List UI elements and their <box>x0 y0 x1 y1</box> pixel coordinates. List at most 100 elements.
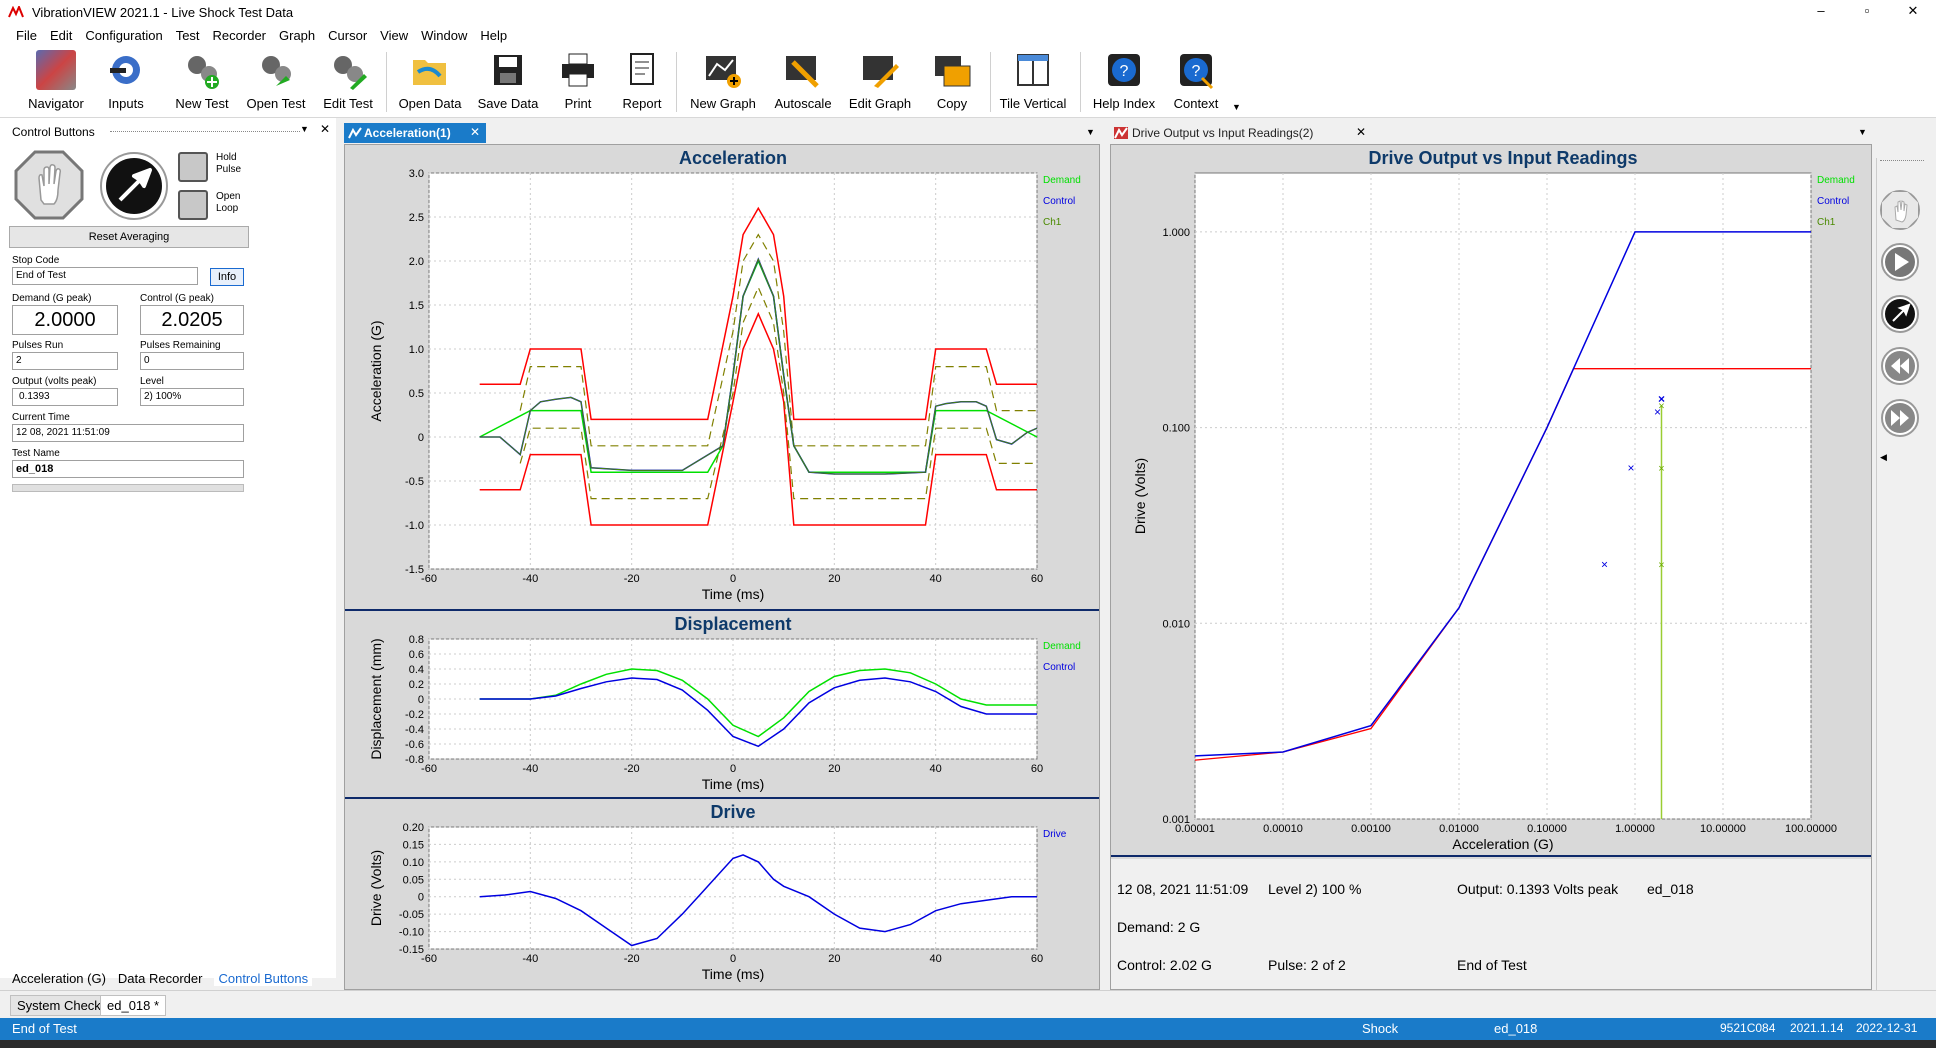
tab-ed-018[interactable]: ed_018 * <box>100 995 167 1016</box>
summary-time: 12 08, 2021 11:51:09 <box>1117 881 1249 897</box>
play-button[interactable] <box>1880 242 1920 282</box>
inputs-button[interactable]: Inputs <box>104 50 148 111</box>
legend-control: Control <box>1817 196 1849 207</box>
summary-status: End of Test <box>1457 957 1527 973</box>
autoscale-button[interactable]: Autoscale <box>774 50 832 111</box>
rewind-button[interactable] <box>1880 346 1920 386</box>
summary-panel: 12 08, 2021 11:51:09 Level 2) 100 % Outp… <box>1111 859 1871 989</box>
tile-vertical-button[interactable]: Tile Vertical <box>998 50 1068 111</box>
x-tick-label: -40 <box>522 763 538 775</box>
panel-dropdown-chevron-icon[interactable]: ▼ <box>300 124 309 134</box>
edit-test-button[interactable]: Edit Test <box>320 50 376 111</box>
close-button[interactable]: ✕ <box>1907 3 1919 18</box>
y-tick-label: 1.000 <box>1162 227 1190 239</box>
output-value: 0.1393 <box>12 388 118 406</box>
menu-help[interactable]: Help <box>480 27 508 43</box>
menu-test[interactable]: Test <box>175 27 200 43</box>
y-tick-label: 2.5 <box>409 212 424 224</box>
output-label: Output (volts peak) <box>12 376 97 387</box>
menu-window[interactable]: Window <box>421 27 468 43</box>
progress-bar <box>12 484 244 492</box>
run-button[interactable] <box>98 150 170 222</box>
app-logo-icon <box>8 6 24 18</box>
tab-acceleration[interactable]: Acceleration (G) <box>12 971 106 986</box>
y-tick-label: 0.15 <box>403 839 424 851</box>
stop-code-label: Stop Code <box>12 255 60 266</box>
y-tick-label: 0.001 <box>1162 814 1190 826</box>
new-graph-button[interactable]: New Graph <box>688 50 758 111</box>
help-index-button[interactable]: ? Help Index <box>1092 50 1156 111</box>
y-tick-label: 3.0 <box>409 168 424 180</box>
reset-averaging-button[interactable]: Reset Averaging <box>9 226 249 248</box>
context-help-button[interactable]: ? Context <box>1172 50 1220 111</box>
open-loop-button[interactable] <box>178 190 208 220</box>
rewind-icon <box>1891 358 1909 374</box>
open-test-button[interactable]: Open Test <box>244 50 308 111</box>
y-tick-label: 1.5 <box>409 300 424 312</box>
tab-data-recorder[interactable]: Data Recorder <box>117 971 203 986</box>
drive-output-window: Drive Output vs Input Readings 0.00001 0.0… <box>1110 144 1872 990</box>
help-index-icon: ? <box>1104 50 1144 90</box>
tab-acceleration-1[interactable]: Acceleration(1) <box>344 123 486 143</box>
menu-view[interactable]: View <box>380 27 409 43</box>
y-tick-label: 2.0 <box>409 256 424 268</box>
report-button[interactable]: Report <box>620 50 664 111</box>
x-tick-label: 40 <box>930 763 942 775</box>
new-test-button[interactable]: New Test <box>172 50 232 111</box>
pulses-run-label: Pulses Run <box>12 340 64 351</box>
tab-drive-output[interactable]: Drive Output vs Input Readings(2) <box>1110 123 1358 143</box>
hold-pulse-button[interactable] <box>178 152 208 182</box>
print-button[interactable]: Print <box>558 50 598 111</box>
run-mini-button[interactable] <box>1880 294 1920 334</box>
inputs-icon <box>106 50 146 90</box>
open-test-icon <box>256 50 296 90</box>
control-marker: × <box>1601 557 1608 571</box>
x-tick-label: 0.00010 <box>1263 823 1303 835</box>
y-tick-label: 0 <box>418 432 424 444</box>
menu-file[interactable]: File <box>16 27 37 43</box>
collapse-chevron-icon[interactable]: ◀ <box>1880 452 1887 462</box>
stop-mini-button[interactable] <box>1880 190 1920 230</box>
menu-edit[interactable]: Edit <box>49 27 73 43</box>
tab-system-check[interactable]: System Check <box>10 995 108 1016</box>
tab-control-buttons[interactable]: Control Buttons <box>214 971 313 986</box>
restore-button[interactable]: ▫ <box>1864 3 1870 18</box>
x-axis-label: Time (ms) <box>702 586 764 602</box>
save-data-button[interactable]: Save Data <box>476 50 540 111</box>
toolbar-overflow-chevron-icon[interactable]: ▼ <box>1232 102 1241 112</box>
arrow-icon <box>118 168 152 202</box>
play-icon <box>1895 253 1909 271</box>
tab-close-icon[interactable]: ✕ <box>470 125 481 139</box>
right-control-strip: ◀ <box>1876 160 1928 462</box>
window2-menu-chevron-icon[interactable]: ▼ <box>1858 127 1867 137</box>
menu-configuration[interactable]: Configuration <box>85 27 163 43</box>
navigator-button[interactable]: Navigator <box>22 50 90 111</box>
minimize-button[interactable]: – <box>1817 3 1825 18</box>
y-axis-label: Drive (Volts) <box>1132 458 1148 534</box>
x-tick-label: 20 <box>828 763 840 775</box>
window1-menu-chevron-icon[interactable]: ▼ <box>1086 127 1095 137</box>
menu-graph[interactable]: Graph <box>279 27 316 43</box>
fast-forward-button[interactable] <box>1880 398 1920 438</box>
summary-demand: Demand: 2 G <box>1117 919 1201 935</box>
y-tick-label: -0.8 <box>405 754 424 766</box>
acceleration-graphs: Acceleration -60 -40 -20 0 20 40 60 3.0 2.5 2.0 1.5… <box>345 145 1099 989</box>
tab-close-icon[interactable]: ✕ <box>1356 125 1367 139</box>
menu-cursor[interactable]: Cursor <box>328 27 368 43</box>
copy-button[interactable]: Copy <box>932 50 972 111</box>
chart-title: Drive <box>710 802 755 822</box>
info-button[interactable]: Info <box>210 268 244 286</box>
open-data-button[interactable]: Open Data <box>396 50 464 111</box>
series-control-line <box>1194 231 1811 757</box>
y-tick-label: -1.5 <box>405 564 424 576</box>
stop-button[interactable] <box>14 150 84 220</box>
menu-recorder[interactable]: Recorder <box>212 27 266 43</box>
new-graph-icon <box>703 50 743 90</box>
toolbar: Navigator Inputs New Test Open Test Edit… <box>0 46 1936 118</box>
test-name-label: Test Name <box>12 448 60 459</box>
panel-close-icon[interactable]: ✕ <box>320 122 331 136</box>
x-axis-label: Acceleration (G) <box>1452 836 1553 852</box>
edit-graph-button[interactable]: Edit Graph <box>848 50 912 111</box>
demand-label: Demand (G peak) <box>12 293 92 304</box>
x-tick-label: 10.00000 <box>1700 823 1746 835</box>
